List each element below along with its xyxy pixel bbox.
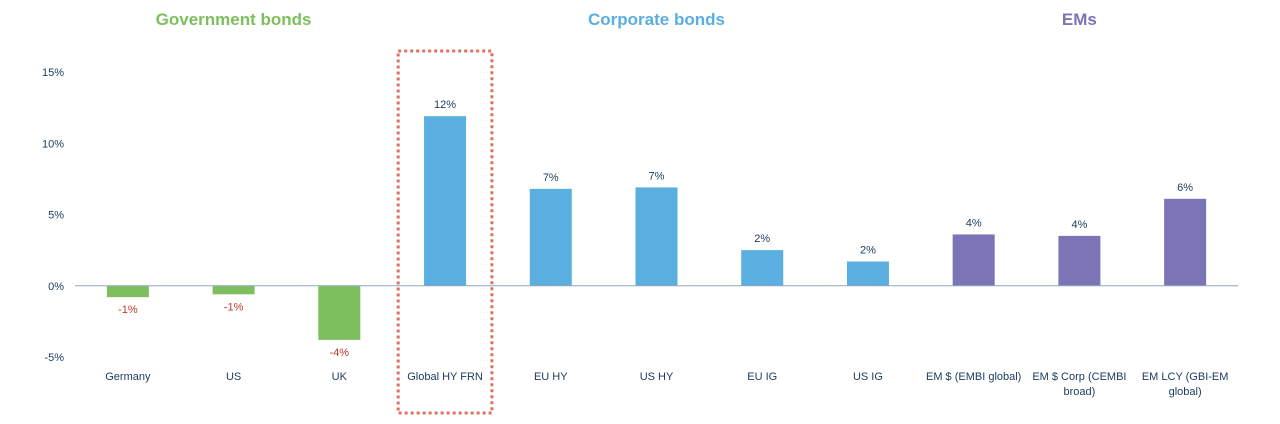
group-title-2: EMs — [1062, 10, 1097, 29]
x-tick-label-9: EM $ Corp (CEMBI — [1032, 371, 1126, 383]
bar-6 — [741, 250, 784, 286]
bar-2 — [318, 285, 361, 340]
x-tick-label-0: Germany — [105, 371, 151, 383]
bars — [106, 116, 1207, 340]
bar-1 — [212, 285, 255, 295]
data-label-3: 12% — [434, 99, 456, 111]
bar-3 — [424, 116, 467, 286]
group-title-1: Corporate bonds — [588, 10, 725, 29]
y-tick-label: 5% — [48, 210, 64, 222]
x-tick-label-7: US IG — [853, 371, 883, 383]
x-tick-label-10: EM LCY (GBI-EM — [1142, 371, 1229, 383]
x-tick-label-5: US HY — [640, 371, 674, 383]
bar-5 — [635, 187, 678, 286]
x-tick-label-1: US — [226, 371, 241, 383]
x-tick-label-8: EM $ (EMBI global) — [926, 371, 1021, 383]
x-tick-label-6: EU IG — [747, 371, 777, 383]
bar-0 — [106, 285, 149, 298]
y-tick-label: 10% — [42, 138, 64, 150]
group-titles: Government bonds Corporate bonds EMs — [156, 10, 1097, 29]
x-tick-label-3: Global HY FRN — [407, 371, 483, 383]
data-label-7: 2% — [860, 245, 876, 257]
bar-9 — [1058, 235, 1101, 286]
x-tick-label-10: global) — [1169, 386, 1202, 398]
data-label-0: -1% — [118, 304, 138, 316]
data-label-6: 2% — [754, 233, 770, 245]
x-tick-label-9: broad) — [1064, 386, 1096, 398]
bar-8 — [952, 234, 995, 286]
data-label-1: -1% — [224, 301, 244, 313]
data-label-4: 7% — [543, 172, 559, 184]
x-axis: Germany US UK Global HY FRN EU HY US HY EU IG U… — [75, 285, 1238, 398]
data-label-5: 7% — [649, 170, 665, 182]
data-labels: -1% -1% -4% 12% 7% 7% 2% 2% 4% 4% 6% — [118, 99, 1193, 359]
data-label-2: -4% — [330, 347, 350, 359]
bar-10 — [1164, 198, 1207, 286]
y-tick-label: 15% — [42, 67, 64, 79]
group-title-0: Government bonds — [156, 10, 312, 29]
data-label-9: 4% — [1071, 219, 1087, 231]
data-label-8: 4% — [966, 217, 982, 229]
y-tick-label: 0% — [48, 281, 64, 293]
y-tick-label: -5% — [44, 352, 64, 364]
x-tick-label-4: EU HY — [534, 371, 568, 383]
bar-4 — [529, 188, 572, 286]
data-label-10: 6% — [1177, 182, 1193, 194]
x-tick-label-2: UK — [332, 371, 348, 383]
bar-7 — [846, 261, 889, 286]
y-axis: 15% 10% 5% 0% -5% — [42, 67, 64, 364]
